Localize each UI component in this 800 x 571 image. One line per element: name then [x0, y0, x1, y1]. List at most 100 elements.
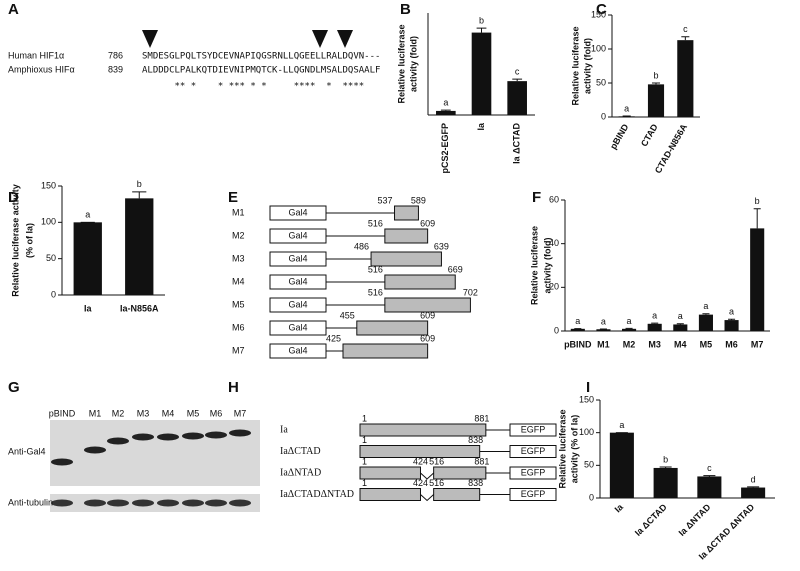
gap-notch: [420, 494, 434, 502]
construct-name: M4: [232, 276, 245, 286]
fragment: [370, 251, 442, 267]
lane-label: pBIND: [49, 408, 76, 418]
y-tick-label: 0: [601, 111, 606, 121]
band: [229, 499, 251, 507]
panel-label: G: [8, 379, 20, 396]
error-bar: [747, 486, 760, 488]
start-label: 516: [368, 264, 383, 274]
gal4-label: Gal4: [288, 276, 307, 286]
fragment: [342, 343, 429, 359]
bar: [507, 81, 527, 115]
y-axis-label: activity (fold): [408, 36, 418, 92]
bar: [436, 110, 456, 115]
annotation: b: [137, 179, 142, 189]
band: [157, 499, 179, 507]
end-label: 881: [474, 456, 489, 466]
y-tick-label: 100: [41, 217, 56, 227]
end-label: 609: [420, 218, 435, 228]
lane-label: M6: [210, 408, 223, 418]
y-tick-label: 40: [549, 238, 559, 248]
y-tick-label: 0: [554, 325, 559, 335]
y-tick-label: 0: [51, 289, 56, 299]
error-bar: [440, 109, 451, 111]
y-tick-label: 0: [589, 492, 594, 502]
annotation: a: [601, 316, 606, 326]
band: [84, 499, 106, 507]
annotation: a: [443, 97, 448, 107]
annotation: d: [751, 474, 756, 484]
end-label: 702: [463, 287, 478, 297]
annotation: c: [707, 463, 712, 473]
x-tick-label: Ia ΔCTAD: [633, 502, 669, 538]
annotation: b: [755, 196, 760, 206]
x-tick-label: Ia ΔCTAD: [512, 123, 522, 164]
y-axis-label: activity (% of Ia): [569, 415, 579, 484]
y-tick-label: 50: [46, 253, 56, 263]
tag-label: EGFP: [521, 467, 546, 477]
band: [51, 499, 73, 507]
y-axis-label: activity (fold): [542, 237, 552, 293]
bar: [750, 228, 765, 331]
conservation: ** * * *** * * **** * ****: [142, 82, 386, 92]
lane-label: M4: [162, 408, 175, 418]
annotation: a: [703, 301, 708, 311]
band: [107, 499, 129, 507]
bar: [647, 323, 662, 331]
start-label: 516: [368, 218, 383, 228]
y-axis-label: Relative luciferase: [570, 26, 580, 105]
gal4-label: Gal4: [288, 207, 307, 217]
construct-name: M2: [232, 230, 245, 240]
error-bar: [512, 78, 523, 82]
end-label: 589: [411, 195, 426, 205]
fragment: [394, 205, 419, 221]
species: Amphioxus HIFα: [8, 64, 75, 74]
y-axis-label: Relative luciferase: [396, 24, 406, 103]
gal4-label: Gal4: [288, 230, 307, 240]
error-bar: [681, 36, 690, 41]
start-label: 1: [362, 435, 367, 445]
bar: [622, 328, 637, 331]
start-label: 425: [326, 333, 341, 343]
x-tick-label: Ia-N856A: [120, 303, 159, 313]
error-bar: [753, 208, 761, 229]
start-label: 1: [362, 478, 367, 488]
bar: [73, 222, 102, 295]
lane-label: M5: [187, 408, 200, 418]
bar: [609, 432, 634, 498]
panel-label: C: [596, 1, 607, 18]
gap-label: 516: [429, 478, 444, 488]
end-label: 609: [420, 333, 435, 343]
band: [132, 433, 154, 441]
lane-label: M2: [112, 408, 125, 418]
x-tick-label: M6: [725, 339, 738, 349]
blot-tubulin: [50, 494, 260, 512]
annotation: a: [85, 210, 90, 220]
annotation: b: [653, 70, 658, 80]
bar: [677, 40, 694, 117]
error-bar: [651, 82, 661, 85]
annotation: c: [683, 24, 688, 34]
annotation: a: [678, 311, 683, 321]
y-tick-label: 150: [41, 180, 56, 190]
end-label: 838: [468, 435, 483, 445]
construct-name: M5: [232, 299, 245, 309]
start-label: 486: [354, 241, 369, 251]
x-tick-label: M4: [674, 339, 687, 349]
gal4-label: Gal4: [288, 253, 307, 263]
end-label: 639: [434, 241, 449, 251]
construct-name: Ia: [280, 424, 288, 435]
gap-label: 424: [413, 456, 428, 466]
start-label: 455: [340, 310, 355, 320]
x-tick-label: pBIND: [608, 122, 631, 151]
blot-gal4: [50, 420, 260, 486]
y-tick-label: 50: [596, 77, 606, 87]
gap-label: 516: [429, 456, 444, 466]
start-label: 537: [377, 195, 392, 205]
x-tick-label: Ia: [613, 501, 626, 514]
annotation: a: [627, 316, 632, 326]
fragment: [356, 320, 429, 336]
annotation: a: [619, 420, 624, 430]
x-tick-label: M3: [648, 339, 661, 349]
end-label: 838: [468, 478, 483, 488]
start-position: 786: [108, 50, 123, 60]
